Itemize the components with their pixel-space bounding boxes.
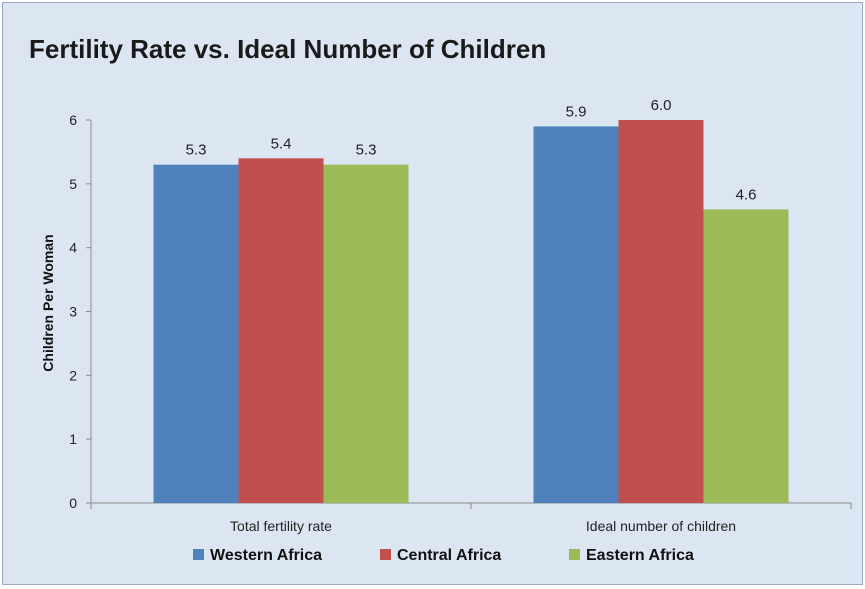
y-tick-label: 4 [69, 240, 77, 256]
legend-swatch [380, 549, 391, 560]
bar [533, 126, 619, 503]
x-category-label: Ideal number of children [586, 518, 736, 534]
data-label: 5.9 [566, 103, 587, 120]
legend-label: Eastern Africa [586, 547, 694, 564]
y-tick-label: 2 [69, 367, 77, 383]
bar [323, 164, 409, 503]
bar [703, 209, 789, 503]
y-tick-label: 6 [69, 112, 77, 128]
plot-area: 0 1 2 3 4 5 6 5.3 5.4 5.3 Total fertility rate 5.9 6… [69, 97, 852, 534]
y-tick-label: 5 [69, 176, 77, 192]
bar [238, 158, 324, 504]
legend: Western Africa Central Africa Eastern Afri… [193, 547, 694, 564]
y-axis-label: Children Per Woman [40, 234, 56, 371]
legend-swatch [193, 549, 204, 560]
data-label: 5.3 [356, 142, 377, 159]
data-label: 6.0 [651, 97, 672, 114]
y-tick-label: 3 [69, 304, 77, 320]
bar [153, 164, 239, 503]
chart-svg: Fertility Rate vs. Ideal Number of Child… [29, 34, 852, 564]
chart-title: Fertility Rate vs. Ideal Number of Child… [29, 34, 546, 64]
data-label: 5.3 [186, 142, 207, 159]
y-tick-label: 1 [69, 431, 77, 447]
x-category-label: Total fertility rate [230, 518, 332, 534]
legend-label: Central Africa [397, 547, 501, 564]
legend-swatch [569, 549, 580, 560]
y-tick-label: 0 [69, 495, 77, 511]
bar [618, 120, 704, 503]
legend-label: Western Africa [210, 547, 322, 564]
data-label: 5.4 [271, 135, 292, 152]
data-label: 4.6 [736, 186, 757, 203]
